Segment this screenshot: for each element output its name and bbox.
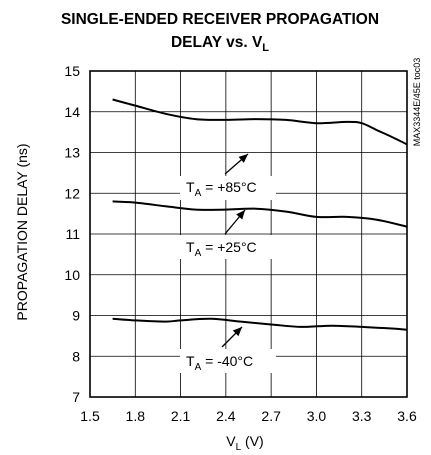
curve-85c: [112, 98, 408, 146]
y-tick-label: 8: [72, 348, 80, 364]
x-tick-label: 3.6: [397, 408, 417, 424]
x-tick-label: 2.4: [216, 408, 236, 424]
y-axis-label: PROPAGATION DELAY (ns): [14, 143, 30, 320]
label-85c-bg: [180, 176, 276, 200]
y-tick-label: 7: [72, 389, 80, 405]
y-tick-label: 9: [72, 308, 80, 324]
label-25c-arrowhead: [236, 210, 245, 220]
x-tick-label: 1.5: [80, 408, 100, 424]
label-minus40c: TA = -40°C: [186, 353, 253, 373]
label-25c: TA = +25°C: [186, 239, 257, 259]
gridlines: [90, 71, 407, 397]
chart-title-line1: SINGLE-ENDED RECEIVER PROPAGATION: [61, 11, 379, 28]
y-tick-label: 14: [64, 104, 80, 120]
label-minus40c-bg: [180, 349, 276, 373]
x-tick-label: 1.8: [126, 408, 146, 424]
label-25c-bg: [180, 235, 276, 259]
x-axis-label: VL (V): [226, 433, 263, 453]
chart-title-line2: DELAY vs. VL: [171, 34, 269, 54]
curve-minus40c: [112, 317, 408, 331]
label-minus40c-arrowhead: [232, 327, 242, 337]
y-tick-label: 10: [64, 267, 80, 283]
x-tick-label: 3.0: [307, 408, 327, 424]
curve-25c: [112, 200, 408, 228]
y-tick-label: 13: [64, 145, 80, 161]
plot-frame: [89, 70, 408, 398]
label-85c-arrowhead: [238, 154, 248, 163]
annotations: TA = +85°C TA = +25°C TA = -40°C: [180, 153, 276, 373]
curves: [112, 98, 408, 331]
tick-labels: 1.5 1.8 2.1 2.4 2.7 3.0 3.3 3.6 7 8 9 10 11 12 13 14 15: [64, 63, 417, 424]
y-tick-label: 12: [64, 185, 80, 201]
x-tick-label: 2.1: [171, 408, 191, 424]
figure-id-label: MAX3344E/45E toc03: [412, 58, 422, 147]
x-tick-label: 2.7: [261, 408, 281, 424]
x-tick-label: 3.3: [352, 408, 372, 424]
y-tick-label: 11: [65, 226, 80, 242]
label-85c: TA = +85°C: [186, 179, 257, 199]
y-tick-label: 15: [64, 63, 80, 79]
